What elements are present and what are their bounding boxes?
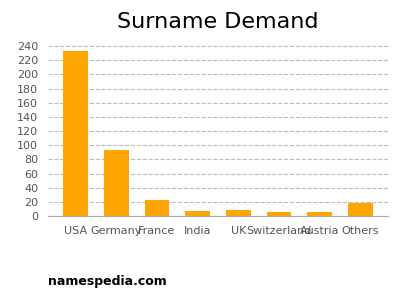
Bar (104, 150, 128, 216)
Title: Surname Demand: Surname Demand (117, 12, 319, 32)
Bar (145, 200, 169, 216)
Bar (226, 210, 250, 216)
Bar (64, 51, 88, 216)
Bar (186, 211, 210, 216)
Text: namespedia.com: namespedia.com (48, 275, 167, 288)
Bar (308, 212, 332, 216)
Bar (267, 212, 291, 216)
Bar (348, 203, 372, 216)
